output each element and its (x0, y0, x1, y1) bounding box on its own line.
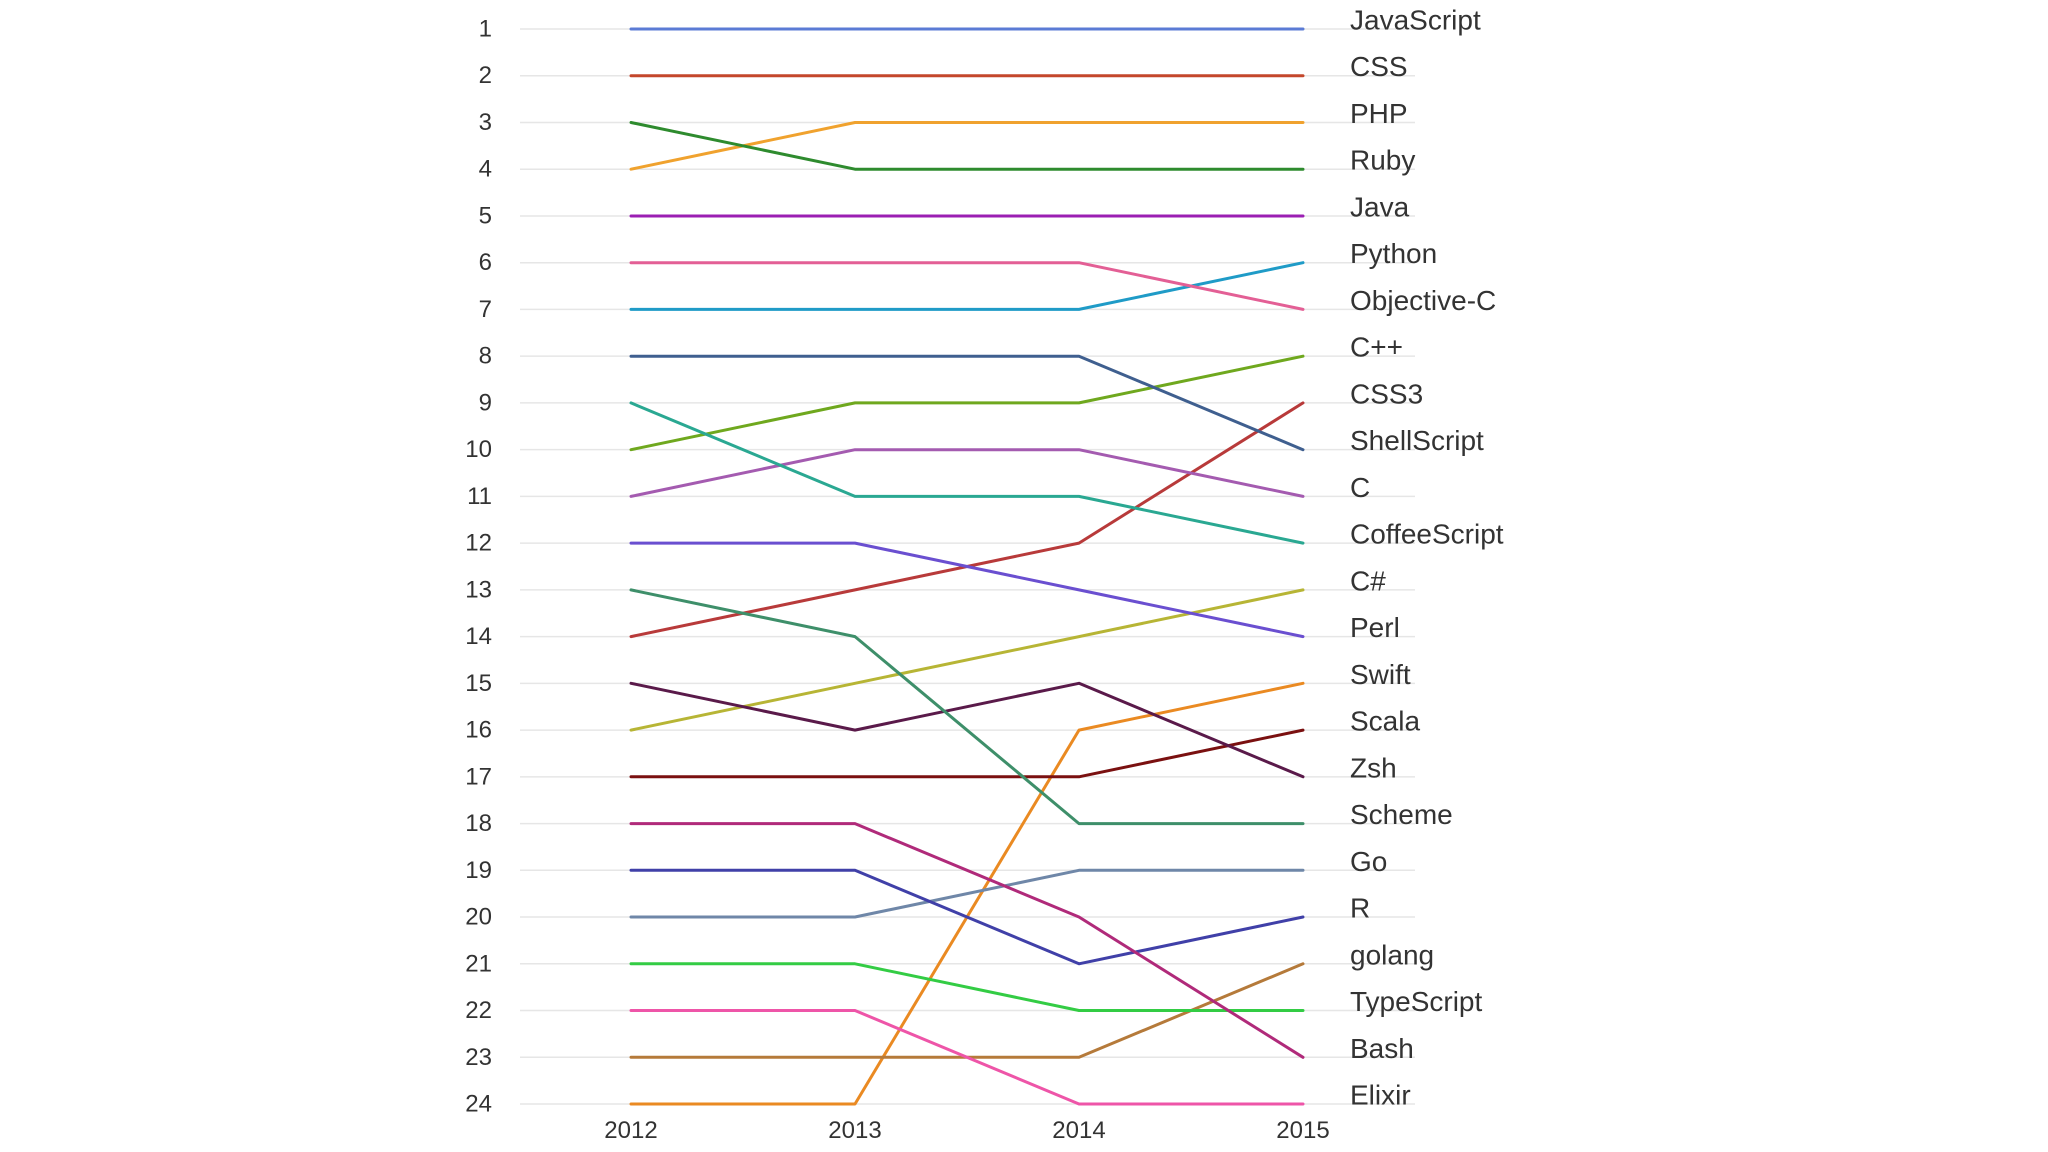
y-tick-12: 12 (465, 530, 492, 557)
series-line-elixir (629, 1009, 1305, 1106)
series-label-zsh: Zsh (1350, 752, 1397, 783)
series-label-c: C# (1350, 565, 1386, 596)
y-tick-22: 22 (465, 997, 492, 1024)
y-tick-2: 2 (479, 62, 492, 89)
y-tick-10: 10 (465, 436, 492, 463)
series-label-r: R (1350, 893, 1370, 924)
series-line-r (629, 868, 1305, 966)
series-label-c: C++ (1350, 332, 1403, 363)
y-tick-4: 4 (479, 156, 492, 183)
series-line-c (629, 354, 1305, 452)
series-label-elixir: Elixir (1350, 1080, 1411, 1111)
y-tick-11: 11 (467, 483, 492, 510)
series-label-perl: Perl (1350, 612, 1400, 643)
series-label-go: Go (1350, 846, 1387, 877)
y-tick-13: 13 (465, 576, 492, 603)
series-label-php: PHP (1350, 98, 1408, 129)
series-line-php (629, 121, 1305, 171)
y-tick-7: 7 (479, 296, 492, 323)
series-line-css3 (629, 401, 1305, 639)
series-label-coffeescript: CoffeeScript (1350, 519, 1504, 550)
series-line-python (629, 261, 1305, 311)
series-line-objective-c (629, 261, 1305, 311)
series-label-css3: CSS3 (1350, 378, 1423, 409)
series-label-golang: golang (1350, 939, 1434, 970)
y-tick-24: 24 (465, 1091, 492, 1118)
y-tick-15: 15 (465, 670, 492, 697)
series-label-python: Python (1350, 238, 1437, 269)
series-line-coffeescript (629, 401, 1305, 545)
series-labels: JavaScript CSS PHP Ruby Java Python Objective-… (1350, 5, 1504, 1111)
series-label-scheme: Scheme (1350, 799, 1453, 830)
series-line-scheme (629, 588, 1305, 826)
series-line-bash (629, 822, 1305, 1059)
x-tick-2014: 2014 (1052, 1117, 1105, 1144)
series-line-perl (629, 541, 1305, 639)
series-label-ruby: Ruby (1350, 145, 1415, 176)
y-tick-5: 5 (479, 202, 492, 229)
series-label-css: CSS (1350, 51, 1408, 82)
x-tick-2013: 2013 (828, 1117, 881, 1144)
series-label-javascript: JavaScript (1350, 5, 1481, 36)
y-tick-18: 18 (465, 810, 492, 837)
y-tick-9: 9 (479, 389, 492, 416)
series-line-scala (629, 728, 1305, 779)
x-tick-2015: 2015 (1276, 1117, 1329, 1144)
y-tick-8: 8 (479, 343, 492, 370)
series-line-c (629, 448, 1305, 498)
series-label-swift: Swift (1350, 659, 1411, 690)
series-line-ruby (629, 121, 1305, 171)
series-line-typescript (629, 962, 1305, 1012)
series-line-go (629, 868, 1305, 919)
series-label-c: C (1350, 472, 1370, 503)
y-tick-3: 3 (479, 109, 492, 136)
series-label-bash: Bash (1350, 1033, 1414, 1064)
series-line-zsh (629, 681, 1305, 779)
series-label-scala: Scala (1350, 706, 1420, 737)
y-tick-14: 14 (465, 623, 492, 650)
y-tick-17: 17 (465, 763, 492, 790)
y-tick-6: 6 (479, 249, 492, 276)
series-label-java: Java (1350, 191, 1410, 222)
series-line-shellscript (629, 354, 1305, 452)
series-label-objective-c: Objective-C (1350, 285, 1496, 316)
series-label-typescript: TypeScript (1350, 986, 1482, 1017)
series-label-shellscript: ShellScript (1350, 425, 1484, 456)
y-tick-23: 23 (465, 1044, 492, 1071)
y-tick-20: 20 (465, 904, 492, 931)
x-axis-ticks: 2012 2013 2014 2015 (604, 1117, 1329, 1144)
y-tick-1: 1 (479, 16, 492, 43)
y-tick-21: 21 (465, 950, 492, 977)
y-tick-19: 19 (465, 857, 492, 884)
series-lines (629, 27, 1305, 1106)
y-tick-16: 16 (465, 717, 492, 744)
x-tick-2012: 2012 (604, 1117, 657, 1144)
